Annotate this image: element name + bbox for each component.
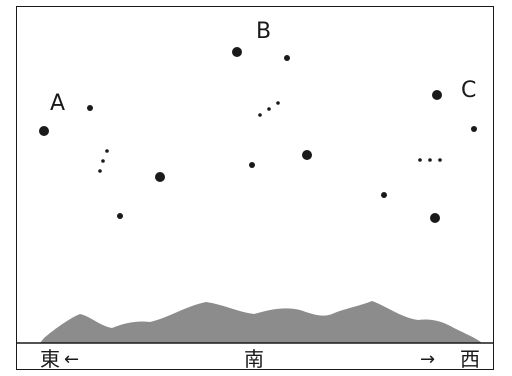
- star-c5: [438, 158, 442, 162]
- east-arrow: ←: [64, 349, 79, 370]
- star-a1: [39, 126, 49, 136]
- star-c7: [430, 213, 440, 223]
- star-c4: [428, 158, 432, 162]
- star-c2: [471, 126, 477, 132]
- star-b3: [276, 101, 280, 105]
- direction-west: 西: [460, 347, 480, 371]
- star-a7: [117, 213, 123, 219]
- star-b6: [249, 162, 255, 168]
- star-a3: [105, 149, 109, 153]
- star-a2: [87, 105, 93, 111]
- direction-east: 東: [40, 347, 60, 371]
- star-b1: [232, 47, 242, 57]
- star-c3: [418, 158, 422, 162]
- star-b4: [267, 107, 271, 111]
- mountain-silhouette: [40, 301, 482, 343]
- star-a6: [155, 172, 165, 182]
- label-a: A: [50, 91, 65, 116]
- diagram-frame: [16, 6, 494, 370]
- direction-south: 南: [244, 347, 264, 371]
- label-c: C: [461, 78, 476, 103]
- star-a5: [98, 169, 102, 173]
- star-b2: [284, 55, 290, 61]
- star-b7: [302, 150, 312, 160]
- west-arrow: →: [420, 349, 435, 370]
- star-b5: [258, 113, 262, 117]
- label-b: B: [256, 19, 271, 44]
- star-c6: [381, 192, 387, 198]
- star-a4: [101, 159, 105, 163]
- star-c1: [432, 90, 442, 100]
